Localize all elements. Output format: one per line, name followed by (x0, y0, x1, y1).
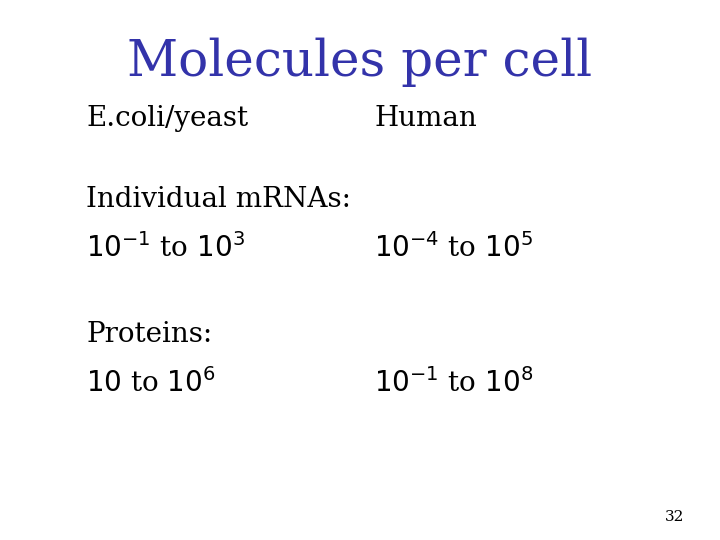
Text: Proteins:: Proteins: (86, 321, 212, 348)
Text: $10^{-1}$ to $10^{3}$: $10^{-1}$ to $10^{3}$ (86, 233, 246, 264)
Text: E.coli/yeast: E.coli/yeast (86, 105, 248, 132)
Text: 32: 32 (665, 510, 684, 524)
Text: Molecules per cell: Molecules per cell (127, 38, 593, 87)
Text: $10^{-1}$ to $10^{8}$: $10^{-1}$ to $10^{8}$ (374, 368, 534, 399)
Text: $10$ to $10^{6}$: $10$ to $10^{6}$ (86, 368, 216, 399)
Text: Individual mRNAs:: Individual mRNAs: (86, 186, 351, 213)
Text: Human: Human (374, 105, 477, 132)
Text: $10^{-4}$ to $10^{5}$: $10^{-4}$ to $10^{5}$ (374, 233, 534, 264)
